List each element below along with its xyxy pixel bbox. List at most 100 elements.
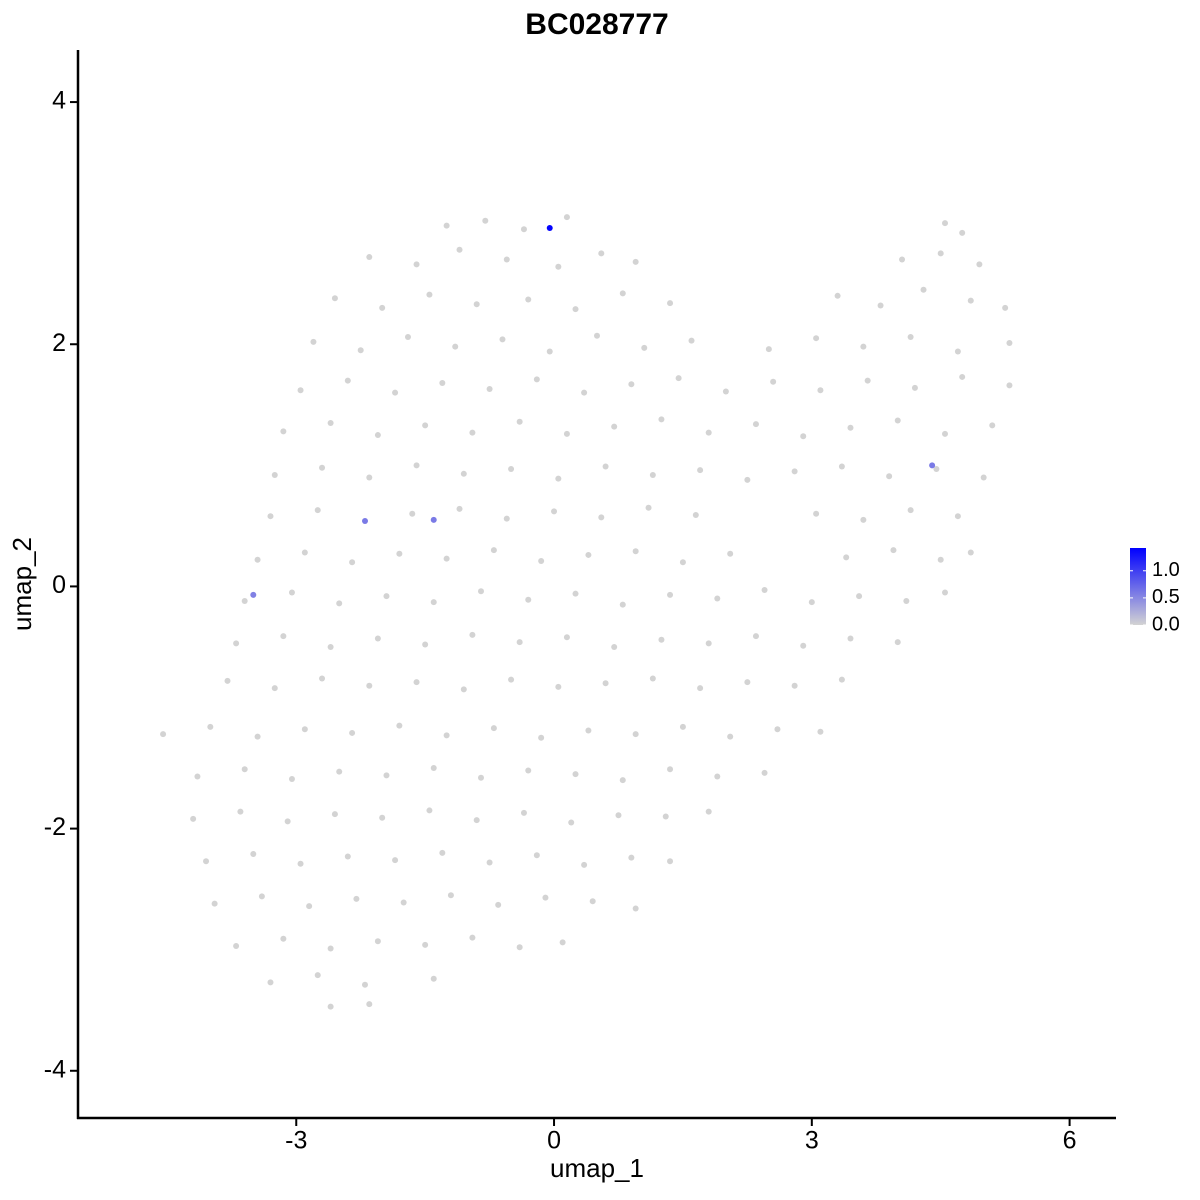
- y-tick-label: 2: [52, 329, 66, 357]
- cell-point: [967, 549, 974, 556]
- colorbar-label: 1.0: [1152, 559, 1180, 581]
- cell-point: [581, 861, 588, 868]
- cell-point: [581, 389, 588, 396]
- cell-point: [632, 905, 639, 912]
- cell-point: [482, 217, 489, 224]
- cell-point: [413, 462, 420, 469]
- cell-point: [817, 387, 824, 394]
- cell-point: [331, 811, 338, 818]
- cell-point: [658, 636, 665, 643]
- cell-point: [632, 731, 639, 738]
- cell-point: [237, 808, 244, 815]
- cell-point: [598, 250, 605, 257]
- cell-point: [954, 348, 961, 355]
- cell-point: [722, 388, 729, 395]
- cell-point: [443, 732, 450, 739]
- cell-point: [959, 229, 966, 236]
- cell-point: [490, 725, 497, 732]
- cell-point: [1006, 382, 1013, 389]
- cell-point: [980, 474, 987, 481]
- cell-point: [288, 589, 295, 596]
- cell-point: [903, 597, 910, 604]
- cell-point: [430, 599, 437, 606]
- cell-point: [207, 723, 214, 730]
- cell-point: [761, 587, 768, 594]
- cell-point: [366, 1001, 373, 1008]
- cell-point: [645, 504, 652, 511]
- cell-point: [817, 728, 824, 735]
- cell-point: [520, 809, 527, 816]
- cell-point: [847, 635, 854, 642]
- cell-point: [714, 595, 721, 602]
- cell-point: [520, 226, 527, 233]
- cell-point: [254, 733, 261, 740]
- colorbar-label: 0.5: [1152, 586, 1180, 608]
- cell-point: [838, 463, 845, 470]
- cell-point: [907, 507, 914, 514]
- cell-point: [611, 423, 618, 430]
- cell-point: [430, 516, 437, 523]
- cell-point: [667, 858, 674, 865]
- cell-point: [379, 304, 386, 311]
- cell-point: [460, 686, 467, 693]
- cell-point: [894, 639, 901, 646]
- cell-point: [602, 463, 609, 470]
- cell-point: [374, 432, 381, 439]
- y-tick-label: 0: [52, 571, 66, 599]
- cell-point: [890, 547, 897, 554]
- cell-point: [697, 467, 704, 474]
- cell-point: [327, 643, 334, 650]
- cell-point: [404, 333, 411, 340]
- cell-point: [413, 679, 420, 686]
- cell-point: [525, 596, 532, 603]
- cell-point: [1006, 340, 1013, 347]
- cell-point: [791, 682, 798, 689]
- cell-point: [679, 723, 686, 730]
- cell-point: [525, 767, 532, 774]
- cell-point: [594, 332, 600, 339]
- points: [160, 214, 1013, 1010]
- cell-point: [847, 424, 854, 431]
- cell-point: [572, 306, 579, 313]
- cell-point: [443, 222, 450, 229]
- cell-point: [516, 639, 523, 646]
- cell-point: [761, 769, 768, 776]
- cell-point: [508, 676, 515, 683]
- x-tick-label: 0: [547, 1127, 561, 1155]
- cell-point: [538, 557, 545, 564]
- cell-point: [920, 286, 927, 293]
- cell-point: [301, 549, 308, 556]
- cell-point: [667, 591, 674, 598]
- cell-point: [374, 938, 381, 945]
- cell-point: [508, 465, 515, 472]
- cell-point: [585, 551, 592, 558]
- cell-point: [400, 899, 407, 906]
- cell-point: [383, 772, 390, 779]
- cell-point: [250, 591, 257, 598]
- y-axis-title: umap_2: [7, 537, 37, 631]
- cell-point: [598, 514, 605, 521]
- cell-point: [942, 430, 949, 437]
- cell-point: [933, 465, 940, 472]
- cell-point: [396, 722, 403, 729]
- y-tick-label: 4: [52, 87, 66, 115]
- cell-point: [937, 556, 944, 563]
- cell-point: [555, 263, 562, 270]
- cell-point: [430, 765, 437, 772]
- cell-point: [413, 261, 420, 268]
- cell-point: [271, 685, 278, 692]
- cell-point: [422, 422, 429, 429]
- cell-point: [877, 302, 884, 309]
- cell-point: [241, 766, 248, 773]
- x-tick-label: 6: [1063, 1127, 1077, 1155]
- cell-point: [336, 768, 343, 775]
- cell-point: [834, 292, 841, 299]
- cell-point: [942, 220, 949, 227]
- cell-point: [224, 677, 231, 684]
- cell-point: [619, 601, 626, 608]
- cell-point: [327, 945, 334, 952]
- cell-point: [894, 417, 901, 424]
- cell-point: [649, 472, 656, 479]
- cell-point: [568, 819, 575, 826]
